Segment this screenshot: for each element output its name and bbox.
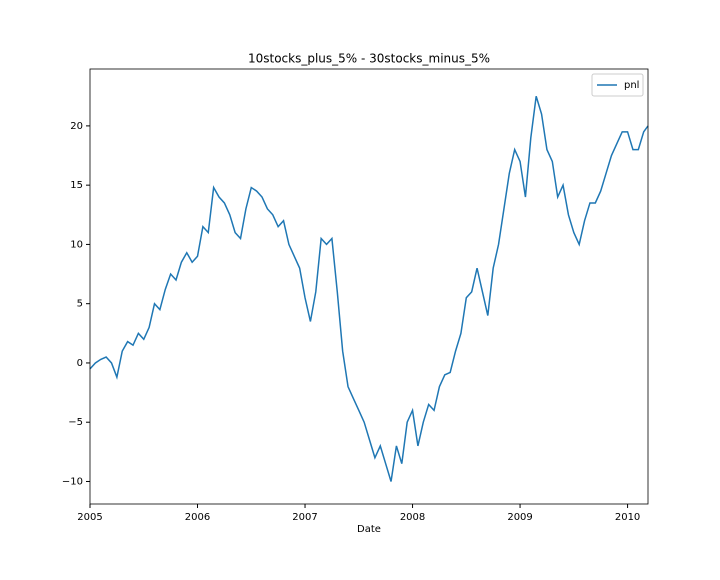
x-tick-label: 2006 [185, 512, 210, 523]
y-tick-label: 20 [70, 121, 83, 132]
x-tick-label: 2007 [292, 512, 317, 523]
legend-label: pnl [624, 80, 639, 91]
y-tick-label: 0 [77, 358, 83, 369]
chart-title: 10stocks_plus_5% - 30stocks_minus_5% [248, 52, 490, 66]
x-tick-label: 2005 [77, 512, 102, 523]
x-tick-label: 2010 [615, 512, 640, 523]
y-tick-label: −10 [62, 476, 83, 487]
y-tick-label: −5 [68, 417, 83, 428]
x-tick-label: 2009 [507, 512, 532, 523]
y-tick-label: 15 [70, 180, 83, 191]
x-axis-label: Date [357, 524, 381, 535]
line-series [89, 96, 649, 482]
y-tick-label: 5 [77, 299, 83, 310]
x-tick-label: 2008 [400, 512, 425, 523]
y-tick-label: 10 [70, 239, 83, 250]
plot-frame [89, 68, 649, 505]
legend-box [591, 73, 644, 97]
